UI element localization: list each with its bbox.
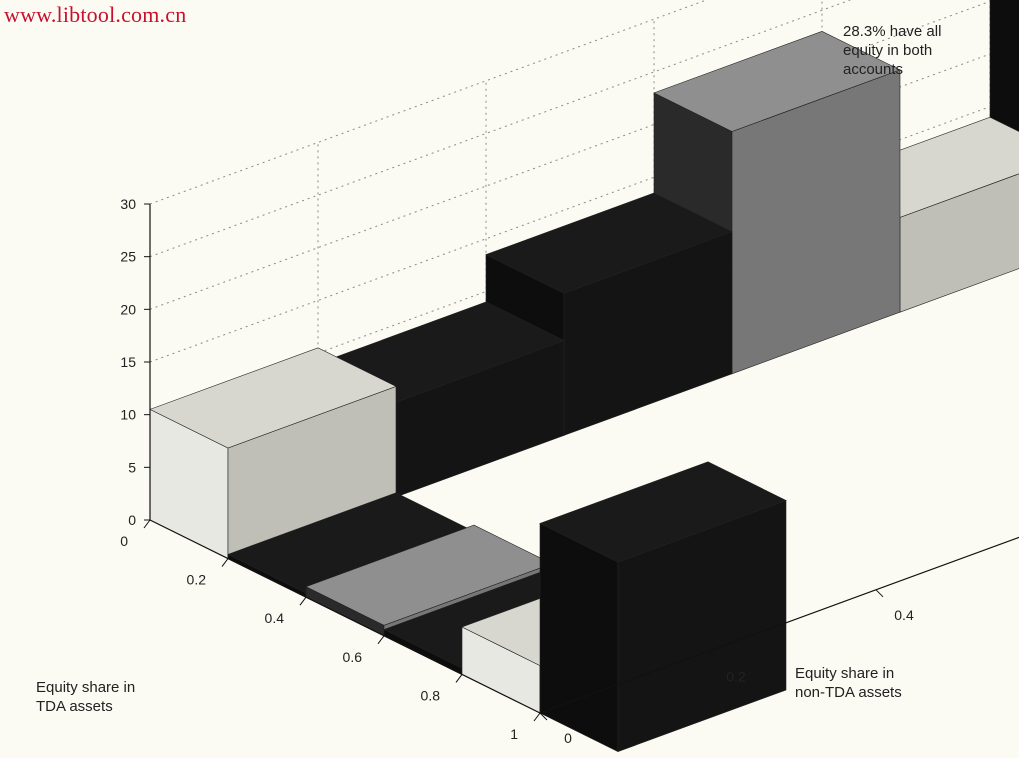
y-tick-label: 0.2 [726,668,746,684]
z-tick-label: 20 [120,301,136,317]
annotation-line-2: equity in both [843,42,933,59]
bar-top [149,347,397,449]
z-tick-label: 15 [120,354,136,370]
bar-top [485,192,733,294]
watermark-text: www.libtool.com.cn [4,2,187,27]
y-axis-label: Equity share in non-TDA assets [795,664,995,702]
bar [149,347,397,560]
y-tick [875,589,884,598]
x-tick-label: 0.4 [265,610,285,626]
x-tick-label: 1 [510,726,518,742]
x-axis-label-line-1: Equity share in [36,679,136,696]
z-tick-label: 0 [128,512,136,528]
z-tick-label: 25 [120,249,136,265]
x-axis-label: Equity share in TDA assets [36,678,226,716]
bar-side [539,522,619,753]
x-tick [143,519,151,529]
y-tick [707,651,716,659]
y-tick-label: 0 [564,730,572,746]
y-axis-label-line-1: Equity share in [795,665,895,682]
z-tick-label: 10 [120,407,136,423]
annotation-line-3: accounts [843,61,904,78]
x-tick [299,596,307,606]
x-tick-label: 0.8 [421,687,441,703]
annotation-line-1: 28.3% have all [843,23,942,40]
bars [149,0,1019,753]
x-tick [533,712,541,722]
x-axis-label-line-2: TDA assets [36,698,113,715]
x-tick-label: 0.6 [343,649,363,665]
x-tick [221,558,229,567]
bar-top [539,461,787,563]
z-tick-label: 30 [120,196,136,212]
y-tick-label: 0.4 [894,607,914,623]
y-tick [539,712,548,721]
x-tick [377,635,385,645]
bar [539,461,787,753]
x-axis-line [149,519,541,714]
y-axis-label-line-2: non-TDA assets [795,684,902,701]
y-axis-line [539,536,1019,714]
x-tick [455,674,463,683]
z-tick-label: 5 [128,459,136,475]
bar-top [653,30,901,132]
x-tick-label: 0 [120,533,128,549]
x-tick-label: 0.2 [187,572,207,588]
annotation-text: 28.3% have all equity in both accounts [843,22,1013,79]
